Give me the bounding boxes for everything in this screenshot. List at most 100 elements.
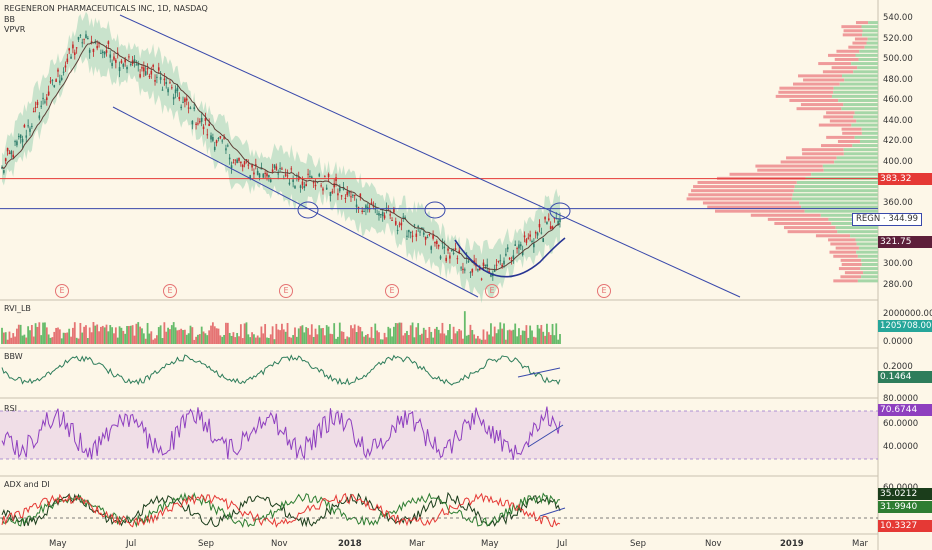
volume-bar bbox=[389, 328, 392, 344]
earnings-marker[interactable]: E bbox=[55, 284, 69, 298]
volume-bar bbox=[348, 337, 351, 344]
volume-bar bbox=[53, 331, 56, 344]
earnings-marker[interactable]: E bbox=[385, 284, 399, 298]
vpvr-indicator-label[interactable]: VPVR bbox=[4, 25, 26, 34]
candle-body bbox=[53, 85, 56, 88]
candle-body bbox=[228, 157, 231, 160]
candle-body bbox=[525, 239, 528, 243]
candle-body bbox=[370, 202, 373, 205]
volume-bar bbox=[113, 333, 115, 344]
volume-bar bbox=[529, 325, 532, 344]
volume-bar bbox=[64, 332, 67, 344]
volume-bar bbox=[329, 333, 332, 344]
volume-bar bbox=[391, 336, 393, 344]
volume-bar bbox=[333, 323, 336, 344]
candle-body bbox=[180, 106, 182, 109]
earnings-marker[interactable]: E bbox=[597, 284, 611, 298]
price-tick: 400.00 bbox=[883, 157, 913, 167]
volume-bar bbox=[21, 335, 24, 344]
candle-body bbox=[380, 214, 382, 216]
volume-bar bbox=[344, 338, 347, 344]
volume-profile-bar bbox=[861, 258, 878, 262]
candle-body bbox=[352, 194, 354, 196]
volume-bar bbox=[165, 331, 168, 344]
volume-profile-bar bbox=[697, 180, 797, 184]
candle-body bbox=[113, 56, 115, 60]
volume-bar bbox=[497, 329, 500, 344]
price-tick: 420.00 bbox=[883, 136, 913, 146]
touch-ellipse bbox=[297, 201, 319, 219]
volume-profile-bar bbox=[837, 230, 878, 234]
candle-body bbox=[499, 260, 502, 262]
earnings-marker[interactable]: E bbox=[485, 284, 499, 298]
volume-bar bbox=[282, 329, 285, 344]
bb-indicator-label[interactable]: BB bbox=[4, 15, 15, 24]
volume-bar bbox=[198, 334, 201, 344]
candle-body bbox=[521, 251, 524, 255]
volume-bar bbox=[118, 326, 121, 344]
volume-bar bbox=[124, 333, 127, 344]
candle-body bbox=[514, 244, 517, 246]
volume-bar bbox=[458, 328, 461, 344]
time-tick: Mar bbox=[409, 539, 426, 549]
candle-body bbox=[98, 42, 100, 44]
volume-bar bbox=[279, 330, 281, 344]
volume-profile-bar bbox=[821, 144, 853, 148]
di-minus-line bbox=[1, 492, 561, 528]
candle-body bbox=[301, 181, 304, 186]
volume-bar bbox=[445, 335, 448, 344]
volume-profile-bar bbox=[861, 25, 878, 29]
symbol-price-tag[interactable]: REGN · 344.99 bbox=[852, 213, 923, 226]
candle-body bbox=[436, 241, 438, 244]
volume-bar bbox=[376, 330, 379, 344]
volume-bar bbox=[288, 336, 291, 344]
volume-profile-bar bbox=[839, 82, 878, 86]
candle-body bbox=[398, 223, 401, 225]
volume-bar bbox=[441, 322, 444, 344]
volume-profile-bar bbox=[691, 189, 794, 193]
volume-profile-bar bbox=[854, 135, 878, 139]
volume-profile-bar bbox=[853, 70, 878, 74]
candle-body bbox=[32, 110, 35, 113]
volume-bar bbox=[387, 326, 390, 344]
candle-body bbox=[430, 246, 433, 250]
candle-body bbox=[126, 67, 128, 70]
candle-body bbox=[157, 67, 160, 71]
candle-body bbox=[215, 140, 218, 144]
candle-body bbox=[338, 187, 341, 192]
candle-body bbox=[523, 235, 526, 238]
price-tick: 500.00 bbox=[883, 54, 913, 64]
candle-body bbox=[184, 98, 186, 102]
candle-body bbox=[122, 63, 125, 67]
volume-bar bbox=[178, 329, 181, 344]
candle-body bbox=[12, 154, 14, 158]
candle-body bbox=[275, 166, 278, 170]
candle-body bbox=[324, 176, 326, 178]
volume-tick: 2000000.0000 bbox=[883, 309, 932, 319]
volume-bar bbox=[1, 327, 3, 344]
volume-bar bbox=[316, 334, 319, 344]
earnings-marker[interactable]: E bbox=[279, 284, 293, 298]
volume-bar bbox=[260, 326, 263, 344]
candle-body bbox=[154, 80, 156, 82]
volume-profile-bar bbox=[767, 217, 829, 221]
volume-profile-bar bbox=[688, 193, 793, 197]
volume-bar bbox=[473, 334, 476, 344]
volume-bar bbox=[273, 339, 276, 344]
candle-body bbox=[47, 91, 50, 96]
volume-bar bbox=[163, 322, 166, 344]
volume-bar bbox=[516, 336, 518, 344]
time-tick: Jul bbox=[126, 539, 137, 549]
volume-bar bbox=[536, 324, 539, 344]
candle-body bbox=[389, 214, 391, 216]
candle-body bbox=[115, 59, 117, 63]
candle-body bbox=[19, 134, 22, 139]
volume-bar bbox=[167, 327, 169, 344]
volume-profile-bar bbox=[836, 156, 878, 160]
earnings-marker[interactable]: E bbox=[163, 284, 177, 298]
candle-body bbox=[305, 184, 307, 187]
candle-body bbox=[255, 164, 257, 167]
candle-body bbox=[187, 107, 190, 109]
volume-bar bbox=[137, 322, 140, 344]
